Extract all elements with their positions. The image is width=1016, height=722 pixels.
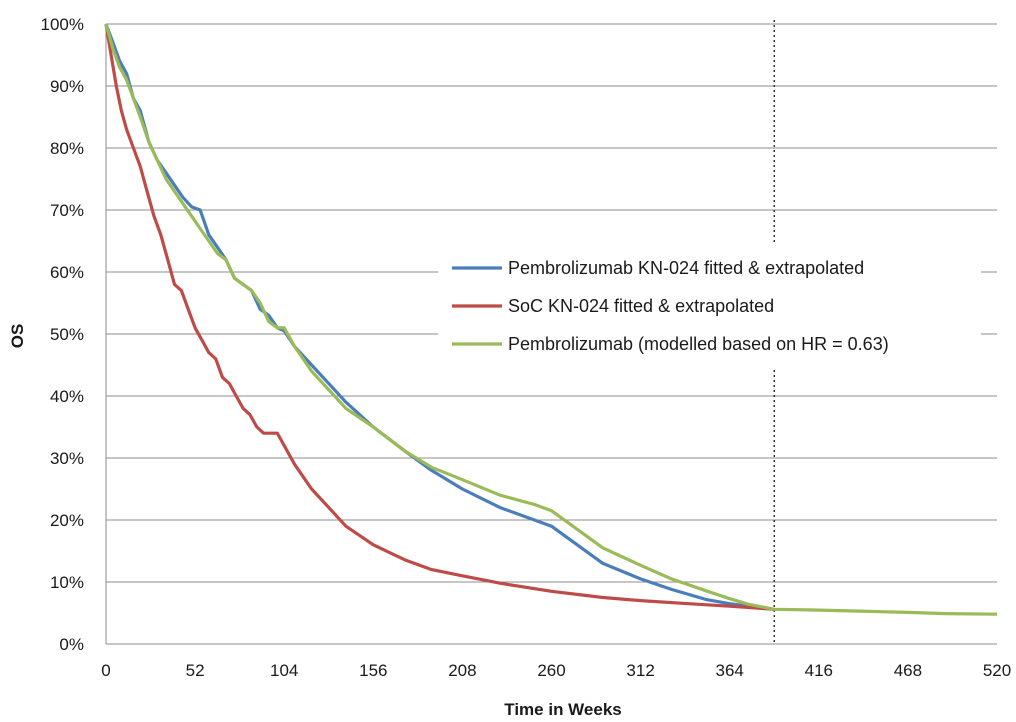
y-tick-label: 100% [41, 15, 84, 34]
x-tick-label: 208 [448, 661, 476, 680]
series-lines [104, 23, 998, 616]
y-tick-label: 40% [50, 387, 84, 406]
legend-label: SoC KN-024 fitted & extrapolated [508, 296, 774, 316]
x-tick-label: 104 [270, 661, 298, 680]
x-tick-label: 416 [805, 661, 833, 680]
y-tick-label: 20% [50, 511, 84, 530]
x-tick-label: 312 [626, 661, 654, 680]
series-line-3 [104, 23, 998, 616]
y-tick-label: 30% [50, 449, 84, 468]
x-tick-label: 52 [186, 661, 205, 680]
x-tick-label: 364 [716, 661, 744, 680]
x-tick-label: 520 [983, 661, 1011, 680]
x-tick-label: 468 [894, 661, 922, 680]
legend-box [438, 244, 981, 368]
y-tick-label: 80% [50, 139, 84, 158]
x-tick-label: 260 [537, 661, 565, 680]
y-tick-label: 0% [59, 635, 84, 654]
x-tick-label: 0 [101, 661, 110, 680]
legend: Pembrolizumab KN-024 fitted & extrapolat… [438, 244, 981, 368]
y-tick-label: 10% [50, 573, 84, 592]
axes: 0% 10% 20% 30% 40% 50% 60% 70% 80% 90% 100% 0 52 104 1… [41, 15, 1012, 680]
x-axis-title: Time in Weeks [504, 700, 621, 719]
y-tick-label: 50% [50, 325, 84, 344]
y-tick-label: 90% [50, 77, 84, 96]
legend-label: Pembrolizumab KN-024 fitted & extrapolat… [508, 258, 864, 278]
series-line-2 [104, 23, 775, 611]
y-axis-title: OS [8, 324, 27, 349]
y-tick-label: 70% [50, 201, 84, 220]
x-tick-label: 156 [359, 661, 387, 680]
y-tick-label: 60% [50, 263, 84, 282]
legend-label: Pembrolizumab (modelled based on HR = 0.… [508, 334, 889, 354]
